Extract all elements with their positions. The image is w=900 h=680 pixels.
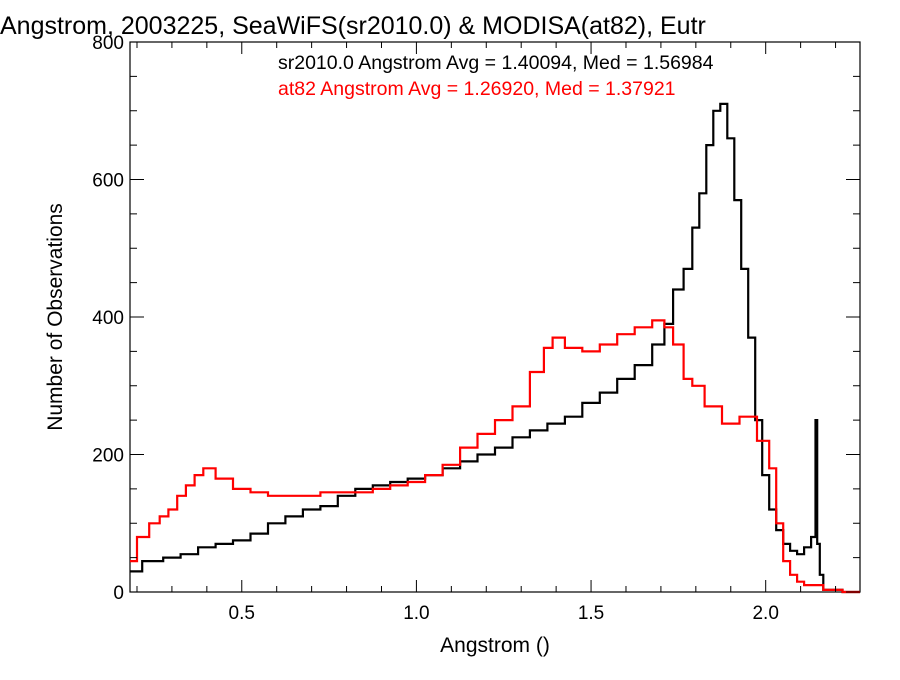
y-tick-label: 200: [92, 446, 124, 467]
y-tick-label: 600: [92, 171, 124, 192]
x-tick-label: 1.5: [578, 603, 604, 624]
x-tick-label: 2.0: [752, 603, 778, 624]
chart-title: Angstrom, 2003225, SeaWiFS(sr2010.0) & M…: [0, 12, 706, 40]
annotation-at82: at82 Angstrom Avg = 1.26920, Med = 1.379…: [278, 78, 676, 100]
y-axis-label: Number of Observations: [44, 203, 67, 431]
y-tick-label: 400: [92, 308, 124, 329]
y-tick-label: 800: [92, 33, 124, 54]
annotation-sr2010: sr2010.0 Angstrom Avg = 1.40094, Med = 1…: [278, 52, 714, 74]
axes: 0.5 1.0 1.5 2.0 0 200 400 600 800: [92, 33, 860, 624]
x-axis-label: Angstrom (): [440, 634, 550, 657]
series-sr2010-line: [130, 102, 860, 594]
x-tick-label: 1.0: [403, 603, 429, 624]
y-tick-label: 0: [113, 583, 124, 604]
plot-frame: [129, 41, 861, 593]
plot-area: [130, 102, 860, 594]
x-tick-label: 0.5: [229, 603, 255, 624]
series-at82-line: [130, 319, 860, 594]
